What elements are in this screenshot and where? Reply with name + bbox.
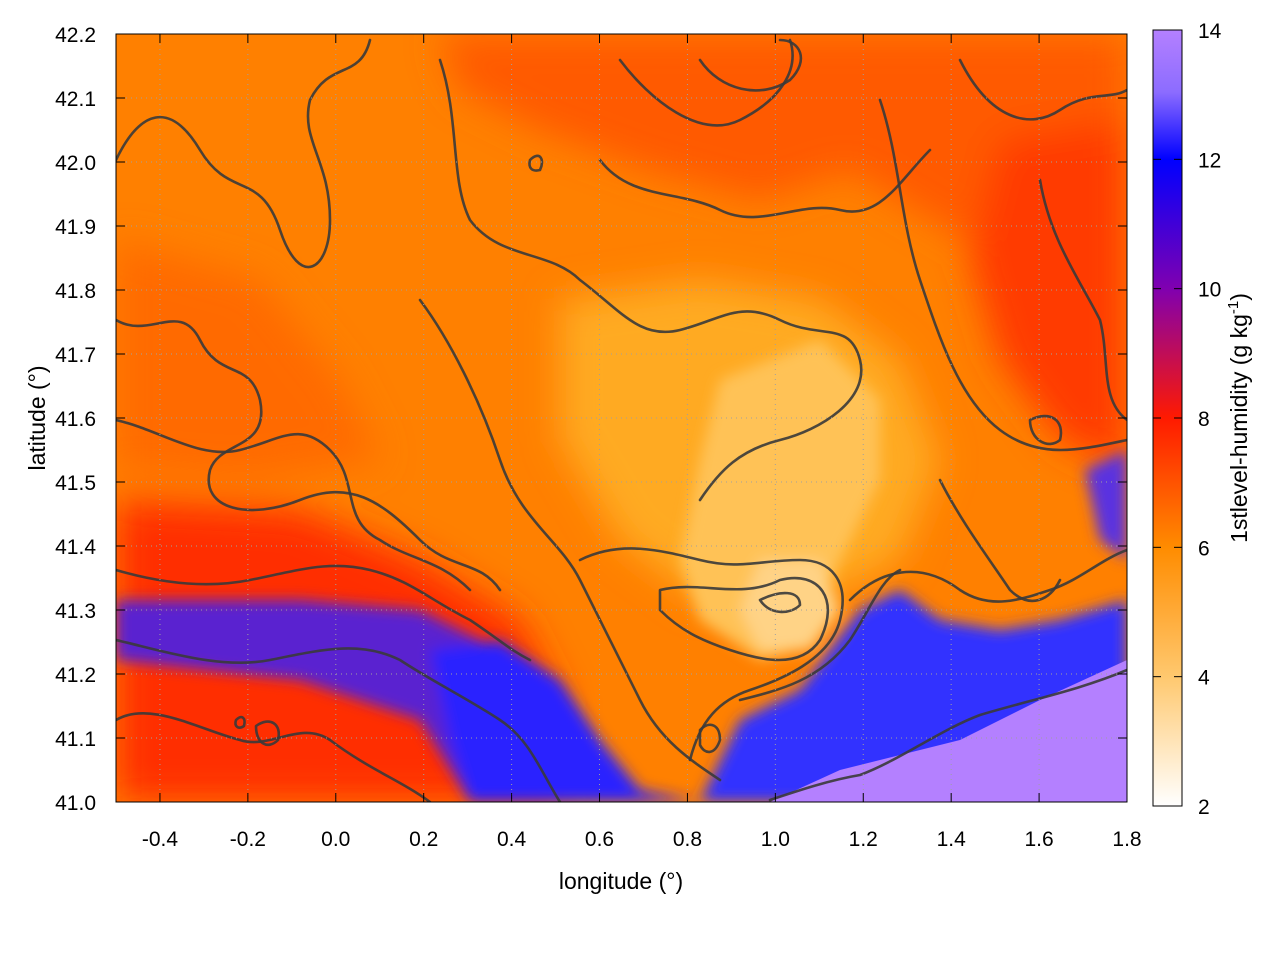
x-tick-label: 1.8: [1112, 828, 1141, 851]
contour-line: [1028, 414, 1063, 446]
y-tick-label: 41.1: [55, 728, 96, 751]
contour-line: [958, 58, 1127, 121]
contour-line: [578, 547, 844, 762]
x-axis-label: longitude (°): [559, 868, 683, 894]
colorbar-label: 1stlevel-humidity (g kg-1): [1225, 293, 1252, 543]
x-tick-label: 1.0: [761, 828, 790, 851]
contour-line: [116, 638, 562, 802]
contour-line: [116, 564, 532, 662]
y-tick-label: 41.0: [55, 792, 96, 815]
y-tick-label: 42.1: [55, 88, 96, 111]
heatmap-east-blue: [1085, 450, 1127, 560]
y-tick-label: 41.8: [55, 280, 96, 303]
y-tick-label: 41.6: [55, 408, 96, 431]
y-tick-label: 42.2: [55, 24, 96, 47]
contour-line: [738, 568, 902, 702]
x-tick-label: 0.2: [409, 828, 438, 851]
heatmap-open-sea: [770, 660, 1127, 802]
contour-line: [698, 38, 803, 92]
colorbar-tick-label: 12: [1198, 149, 1221, 172]
contour-line: [618, 38, 794, 127]
contour-line: [116, 418, 472, 592]
contour-line: [938, 478, 1062, 603]
x-tick-label: 0.8: [673, 828, 702, 851]
contour-line: [1038, 178, 1127, 422]
x-tick-label: 0.0: [321, 828, 350, 851]
contour-line: [116, 38, 372, 269]
x-tick-label: 1.2: [849, 828, 878, 851]
x-tick-label: 1.4: [937, 828, 967, 851]
y-tick-label: 41.7: [55, 344, 96, 367]
colorbar-tick-label: 2: [1198, 796, 1210, 819]
contour-line: [528, 154, 544, 172]
contour-line: [116, 318, 502, 592]
y-axis-label: latitude (°): [24, 365, 50, 470]
contour-line: [116, 711, 432, 802]
colorbar-tick-label: 4: [1198, 667, 1210, 690]
contour-line: [878, 98, 1127, 452]
y-tick-label: 41.9: [55, 216, 96, 239]
grid-lines: [116, 33, 1128, 803]
heatmap-north-red-band: [440, 34, 1127, 330]
colorbar-tick-label: 10: [1198, 279, 1221, 302]
contour-line: [658, 576, 830, 662]
x-tick-label: -0.2: [230, 828, 266, 851]
y-tick-label: 41.4: [55, 536, 96, 559]
x-tick-label: 1.6: [1024, 828, 1053, 851]
y-tick-label: 42.0: [55, 152, 96, 175]
y-tick-label: 41.2: [55, 664, 96, 687]
heatmap-east-red: [970, 120, 1127, 470]
colorbar-label-exponent: -1: [1225, 301, 1242, 314]
contour-line: [698, 723, 722, 754]
colorbar-tick-label: 6: [1198, 537, 1210, 560]
heatmap-dry-core: [680, 340, 880, 660]
contour-line: [768, 668, 1127, 802]
x-tick-label: 0.4: [497, 828, 527, 851]
contour-line: [234, 715, 246, 729]
colorbar-label-text: 1stlevel-humidity (g kg: [1226, 314, 1252, 543]
x-axis-ticks: -0.4 -0.2 0.0 0.2 0.4 0.6 0.8 1.0 1.2 1.4 1.6 1.8: [142, 34, 1142, 851]
y-tick-label: 41.5: [55, 472, 96, 495]
x-tick-label: 0.6: [585, 828, 614, 851]
heatmap-coastal-blue: [430, 640, 700, 802]
contour-line: [438, 58, 863, 502]
colorbar-label-close: ): [1226, 293, 1252, 301]
contour-line: [758, 591, 802, 614]
colorbar-tick-label: 14: [1198, 20, 1222, 43]
colorbar-tick-label: 8: [1198, 408, 1210, 431]
contour-line: [254, 720, 281, 747]
x-tick-label: -0.4: [142, 828, 179, 851]
colorbar-ticks: 2 4 6 8 10 12 14: [1153, 20, 1222, 819]
contour-line: [418, 298, 722, 782]
contour-lines: [116, 38, 1127, 802]
y-tick-label: 41.3: [55, 600, 96, 623]
y-axis-ticks: 41.0 41.1 41.2 41.3 41.4 41.5 41.6 41.7 41.8 41.9…: [55, 24, 1127, 815]
